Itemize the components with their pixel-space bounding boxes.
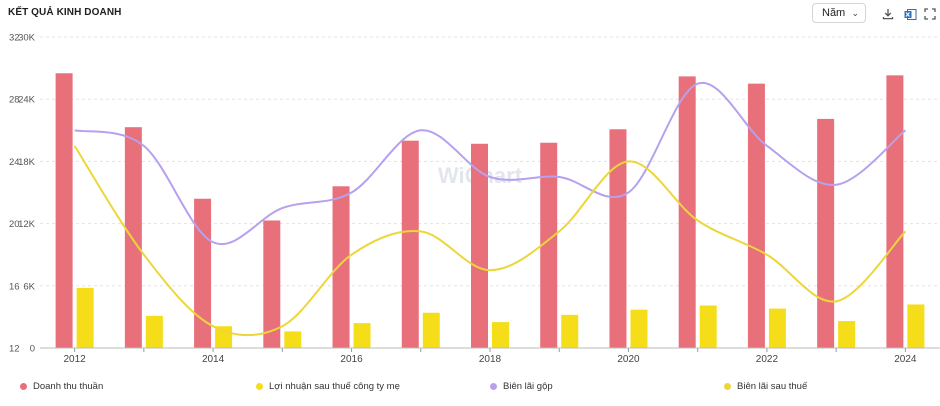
- x-tick-label: 2022: [756, 354, 779, 365]
- chevron-down-icon: ⌄: [851, 7, 859, 18]
- legend-dot: [724, 383, 731, 390]
- x-tick-label: 2012: [63, 354, 86, 365]
- net-margin-line: [73, 145, 907, 337]
- chart-title: KẾT QUẢ KINH DOANH: [8, 7, 122, 18]
- net-profit-bar: [561, 314, 579, 348]
- revenue-bar: [124, 127, 142, 348]
- net-profit-bar: [422, 312, 440, 348]
- period-select-label: Năm: [822, 7, 846, 19]
- legend-item-gross-margin[interactable]: Biên lãi gộp: [490, 381, 553, 392]
- revenue-bar: [747, 83, 765, 349]
- revenue-bar: [263, 220, 281, 348]
- gross-margin-line: [74, 81, 907, 246]
- revenue-bar: [332, 186, 350, 348]
- y2-tick-label: 32: [9, 33, 20, 44]
- legend-dot: [20, 383, 27, 390]
- net-profit-bar: [699, 305, 717, 348]
- x-tick-label: 2020: [617, 354, 640, 365]
- x-tick-label: 2016: [340, 354, 363, 365]
- y2-tick-label: 16: [9, 281, 20, 292]
- net-profit-bar: [76, 287, 94, 348]
- revenue-bar: [540, 142, 558, 348]
- net-profit-bar: [145, 315, 163, 348]
- y-tick-label: 18K: [18, 157, 36, 168]
- x-tick-label: 2014: [202, 354, 225, 365]
- net-profit-bar: [284, 331, 302, 348]
- legend-label: Biên lãi sau thuế: [737, 381, 808, 392]
- legend-item-net-margin[interactable]: Biên lãi sau thuế: [724, 381, 807, 392]
- revenue-bar: [194, 198, 212, 348]
- x-tick-label: 2018: [479, 354, 502, 365]
- legend-item-net-profit[interactable]: Lợi nhuận sau thuế công ty mẹ: [256, 381, 400, 392]
- y-tick-label: 6K: [23, 281, 35, 292]
- y2-tick-label: 24: [9, 157, 20, 168]
- net-profit-bar: [492, 322, 509, 348]
- period-select[interactable]: Năm ⌄: [812, 3, 866, 23]
- y2-tick-label: 12: [9, 344, 20, 355]
- legend-dot: [256, 383, 263, 390]
- net-profit-bar: [907, 304, 925, 348]
- expand-icon[interactable]: [922, 6, 938, 22]
- revenue-bar: [401, 140, 419, 348]
- revenue-bar: [817, 118, 835, 348]
- y-tick-label: 0: [30, 344, 35, 355]
- legend-item-revenue[interactable]: Doanh thu thuần: [20, 381, 103, 392]
- x-tick-label: 2024: [894, 354, 917, 365]
- legend-dot: [490, 383, 497, 390]
- legend-label: Lợi nhuận sau thuế công ty mẹ: [269, 381, 400, 392]
- y2-tick-label: 20: [9, 219, 20, 230]
- revenue-bar: [471, 143, 488, 348]
- y2-tick-label: 28: [9, 95, 20, 106]
- revenue-bar: [55, 73, 73, 349]
- download-icon[interactable]: [880, 6, 896, 22]
- y-tick-label: 12K: [18, 219, 36, 230]
- net-profit-bar: [838, 321, 856, 348]
- net-profit-bar: [353, 323, 371, 348]
- legend-label: Biên lãi gộp: [503, 381, 553, 392]
- net-profit-bar: [768, 308, 786, 348]
- excel-icon[interactable]: [902, 6, 918, 22]
- legend-label: Doanh thu thuần: [33, 381, 104, 392]
- revenue-bar: [886, 75, 904, 349]
- net-profit-bar: [630, 309, 648, 348]
- revenue-bar: [609, 129, 627, 348]
- y-tick-label: 30K: [18, 33, 36, 44]
- y-tick-label: 24K: [18, 95, 36, 106]
